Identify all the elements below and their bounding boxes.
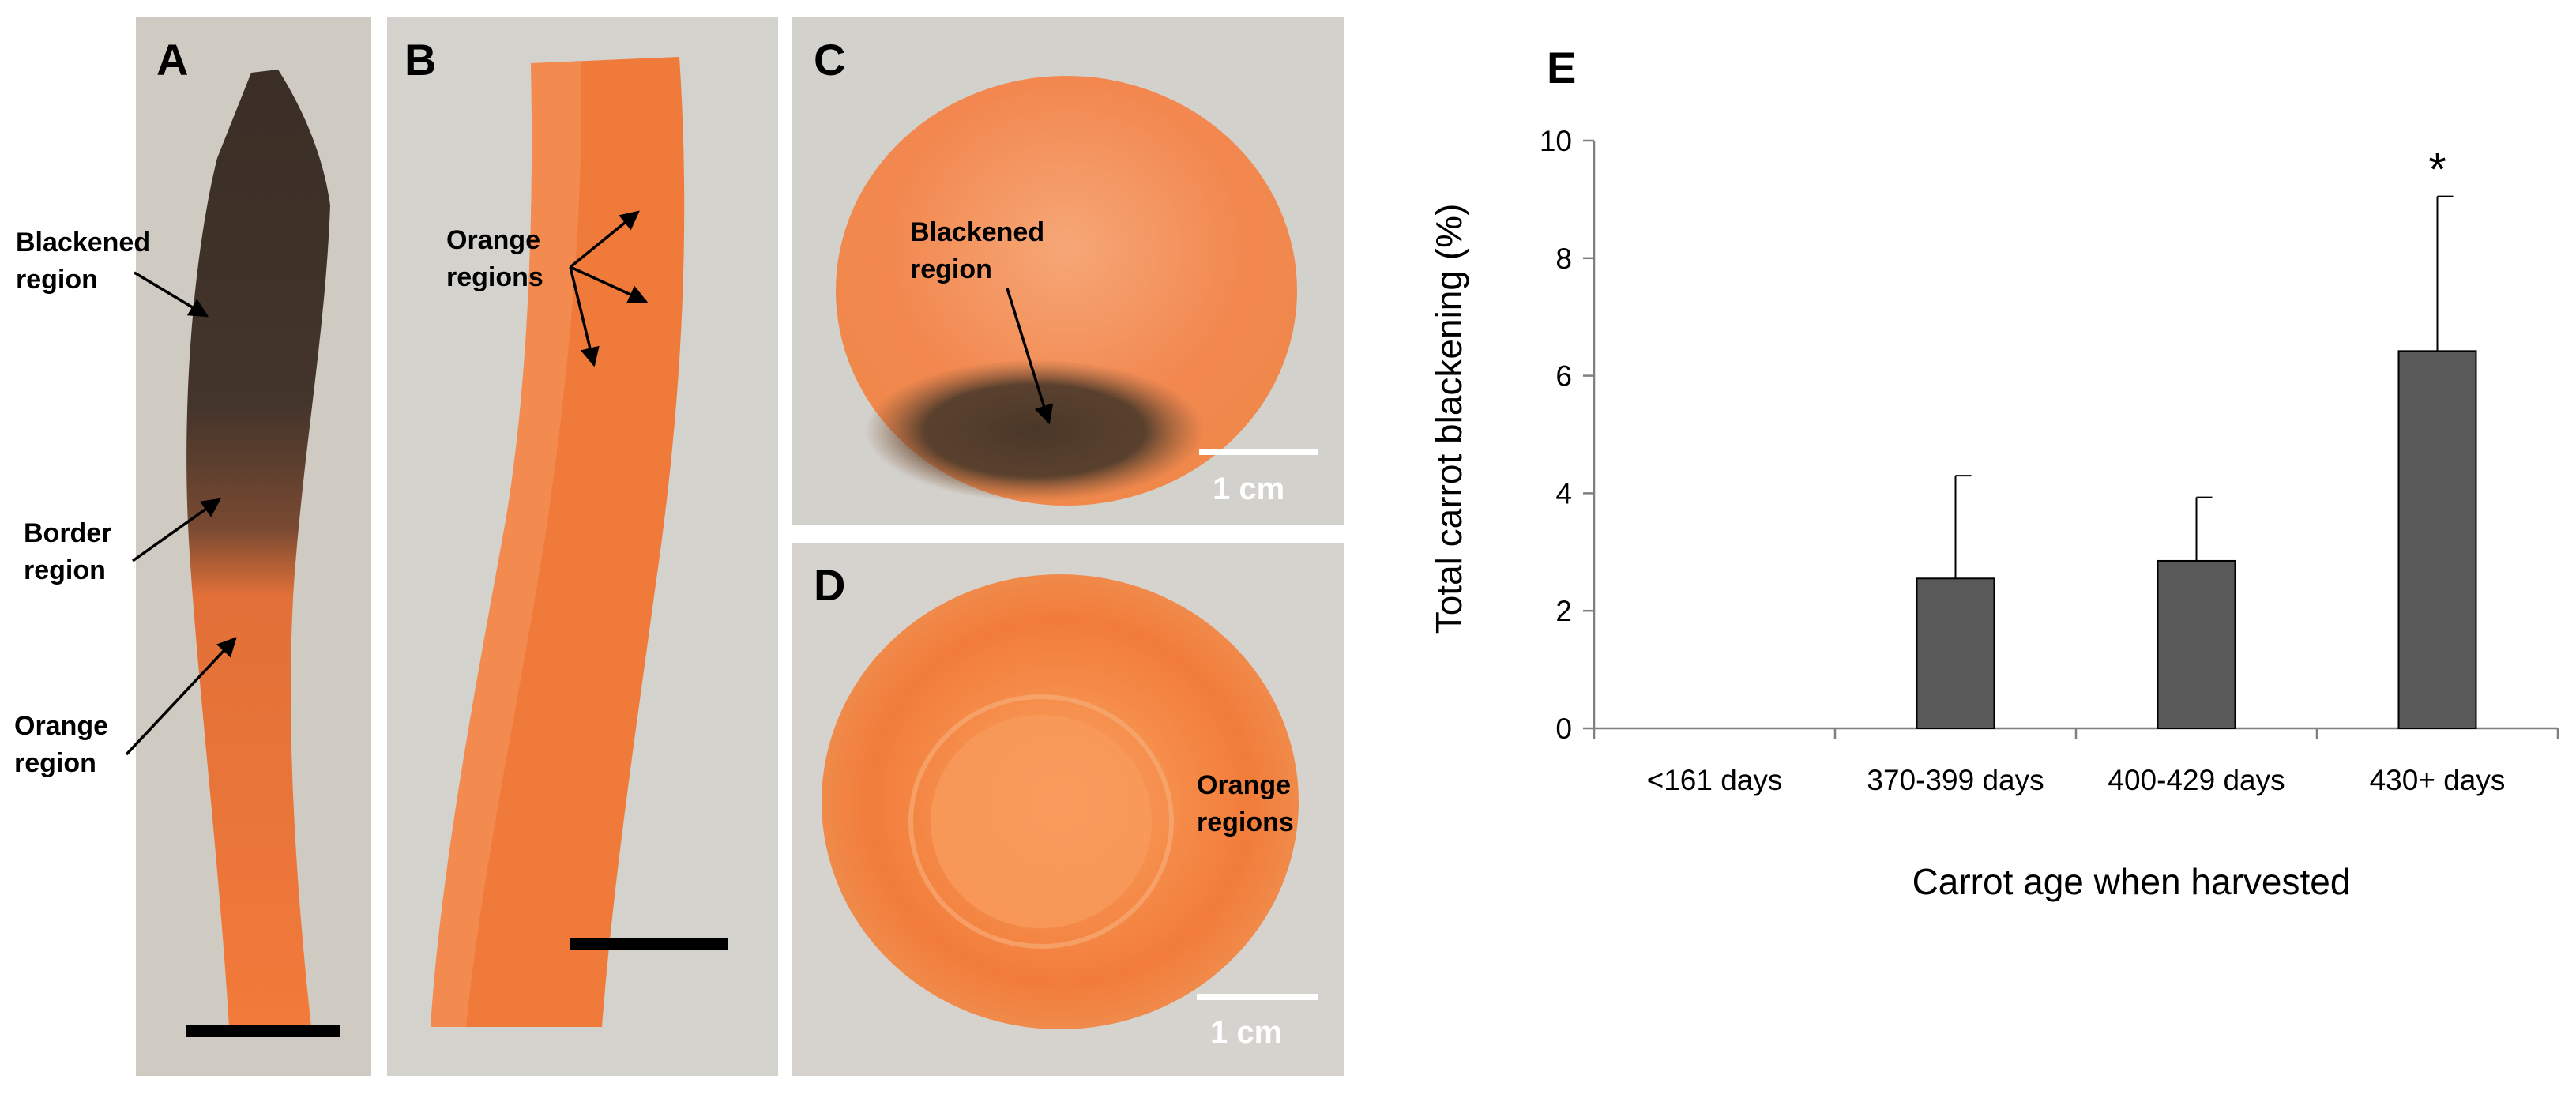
arrow-orange-b-3 (569, 266, 600, 367)
panel-d: D Orange regions 1 cm (792, 543, 1344, 1076)
scale-label-c: 1 cm (1213, 472, 1284, 506)
arrow-border-a (131, 498, 221, 562)
x-tick-label: 400-429 days (2108, 764, 2285, 796)
blackened-area-c (865, 359, 1205, 502)
carrot-core-d (931, 715, 1152, 928)
y-tick-label: 4 (1555, 477, 1572, 510)
carrot-stick-a (186, 70, 330, 1027)
bars: * (1916, 145, 2477, 730)
y-tick-label: 8 (1555, 243, 1572, 275)
panel-e: E Total carrot blackening (%) Carrot age… (1428, 43, 2559, 902)
y-tick-label: 6 (1555, 360, 1572, 393)
panel-letter-c: C (814, 35, 845, 85)
label-blackened-region-c-2: region (910, 254, 992, 284)
x-tick-label: 370-399 days (1867, 764, 2044, 796)
y-tick-label: 0 (1555, 713, 1572, 745)
arrow-orange-b-1 (569, 210, 640, 269)
bar (1916, 577, 1995, 730)
arrow-orange-a (125, 637, 237, 756)
x-tick-label: 430+ days (2370, 764, 2506, 796)
x-tick-label: <161 days (1647, 764, 1783, 796)
y-tick-label: 10 (1540, 125, 1572, 157)
label-orange-region-a: Orange (14, 711, 108, 741)
label-border-region-a: Border (24, 518, 111, 548)
panel-letter-e: E (1547, 43, 1576, 92)
label-orange-regions-b-2: regions (446, 262, 543, 292)
bar (2397, 350, 2477, 729)
y-axis-title: Total carrot blackening (%) (1428, 204, 1469, 634)
bar (2157, 559, 2236, 730)
panel-c: C Blackened region 1 cm (792, 17, 1344, 525)
carrot-stick-b-edge (431, 62, 581, 1027)
x-ticks: <161 days 370-399 days 400-429 days 430+ da… (1593, 728, 2559, 796)
arrow-orange-b-2 (570, 265, 649, 303)
label-blackened-region-c: Blackened (910, 217, 1044, 247)
x-axis-title: Carrot age when harvested (1912, 861, 2351, 902)
label-orange-regions-d: Orange (1197, 770, 1291, 800)
panel-letter-a: A (156, 35, 188, 85)
label-orange-regions-d-2: regions (1197, 807, 1294, 837)
panel-letter-b: B (404, 35, 436, 85)
label-blackened-region-a-2: region (16, 265, 98, 295)
y-tick-label: 2 (1555, 595, 1572, 627)
label-orange-region-a-2: region (14, 748, 96, 778)
scale-label-d: 1 cm (1210, 1015, 1282, 1050)
arrow-blackened-a (134, 271, 209, 318)
significance-marker: * (2428, 145, 2446, 196)
panel-a: A Blackened region Border region Orange … (14, 17, 371, 1076)
panel-letter-d: D (814, 560, 845, 610)
y-ticks: 0 2 4 6 8 10 (1540, 125, 1594, 745)
label-blackened-region-a: Blackened (16, 228, 150, 258)
carrot-core-ring-d (908, 694, 1174, 949)
label-orange-regions-b: Orange (446, 225, 540, 255)
label-border-region-a-2: region (24, 555, 106, 585)
panel-b: B Orange regions (387, 17, 778, 1076)
arrow-blackened-c (1006, 288, 1054, 425)
